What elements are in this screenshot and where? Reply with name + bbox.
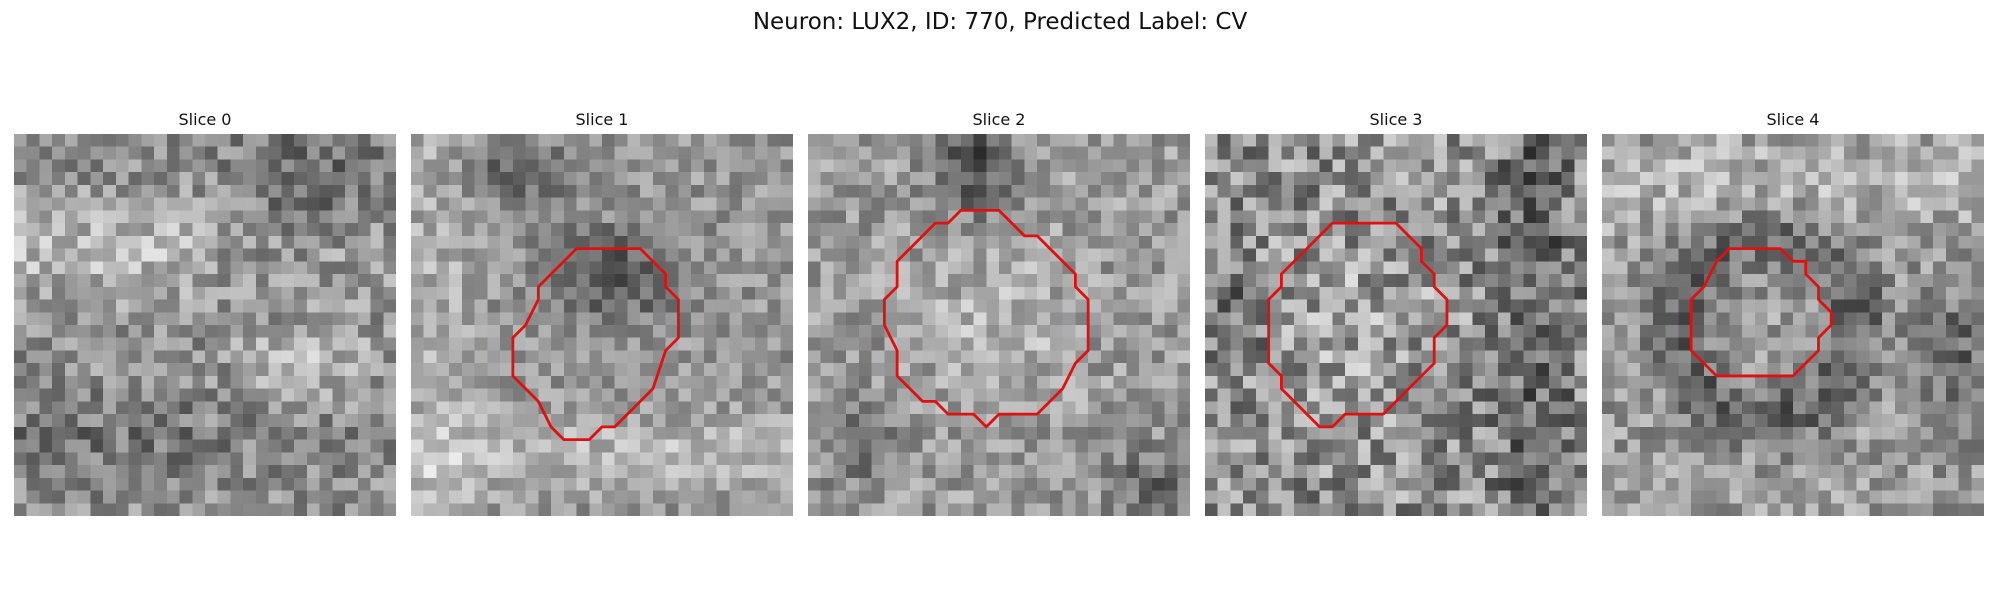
slice-title-0: Slice 0 [178, 110, 232, 129]
slice-title-2: Slice 2 [972, 110, 1026, 129]
slice-image-2 [808, 134, 1190, 516]
slice-image-0 [14, 134, 396, 516]
slice-title-4: Slice 4 [1766, 110, 1820, 129]
slice-title-1: Slice 1 [575, 110, 629, 129]
contour-outline-4 [1689, 247, 1833, 378]
slice-image-4 [1602, 134, 1984, 516]
slice-image-1 [411, 134, 793, 516]
slice-title-3: Slice 3 [1369, 110, 1423, 129]
slice-image-3 [1205, 134, 1587, 516]
contour-outline-2 [882, 208, 1090, 429]
figure-title: Neuron: LUX2, ID: 770, Predicted Label: … [752, 9, 1248, 35]
contour-outline-3 [1267, 221, 1449, 429]
contour-outline-1 [511, 247, 680, 442]
